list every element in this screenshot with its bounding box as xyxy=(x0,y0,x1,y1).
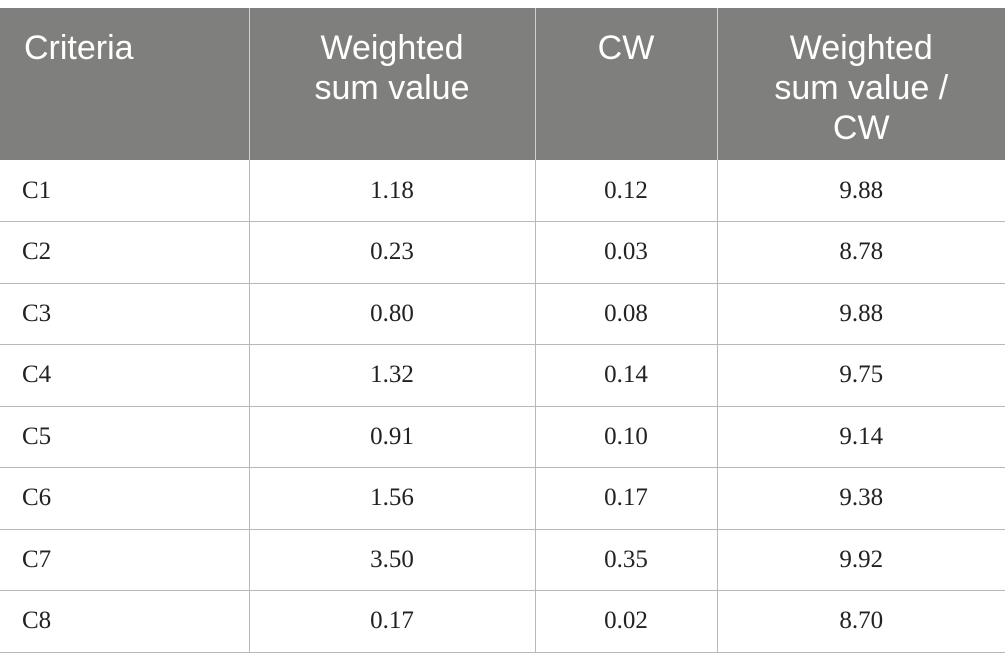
header-cw: CW xyxy=(534,8,717,160)
cell-cw: 0.08 xyxy=(534,283,717,345)
cell-cw: 0.17 xyxy=(534,467,717,530)
cell-weighted-sum-over-cw: 9.92 xyxy=(716,529,1005,591)
header-weighted-sum-value-line2: sum value xyxy=(314,69,470,107)
cell-weighted-sum-value: 1.32 xyxy=(248,344,535,407)
header-weighted-sum-value-line1: Weighted xyxy=(320,29,464,67)
cell-weighted-sum-over-cw: 9.75 xyxy=(716,344,1005,407)
cell-weighted-sum-over-cw: 9.88 xyxy=(716,283,1005,345)
cell-weighted-sum-over-cw: 9.38 xyxy=(716,467,1005,530)
data-table: Criteria Weighted sum value CW Weighted … xyxy=(0,8,1005,653)
header-weighted-sum-over-cw-line2: sum value / xyxy=(774,69,949,107)
cell-criteria: C1 xyxy=(0,160,249,222)
header-criteria-text: Criteria xyxy=(24,29,134,67)
cell-criteria: C2 xyxy=(0,221,249,284)
cell-weighted-sum-over-cw: 8.78 xyxy=(716,221,1005,284)
cell-cw: 0.02 xyxy=(534,590,717,653)
cell-cw: 0.14 xyxy=(534,344,717,407)
cell-weighted-sum-over-cw: 9.88 xyxy=(716,160,1005,222)
cell-cw: 0.03 xyxy=(534,221,717,284)
table-row: C2 0.23 0.03 8.78 xyxy=(0,221,1005,284)
table-row: C5 0.91 0.10 9.14 xyxy=(0,406,1005,468)
table-row: C7 3.50 0.35 9.92 xyxy=(0,529,1005,591)
table-body: C1 1.18 0.12 9.88 C2 0.23 0.03 8.78 C3 0.80 0.08 9.… xyxy=(0,160,1005,653)
cell-weighted-sum-value: 0.80 xyxy=(248,283,535,345)
cell-weighted-sum-value: 0.23 xyxy=(248,221,535,284)
cell-cw: 0.12 xyxy=(534,160,717,222)
cell-weighted-sum-value: 1.56 xyxy=(248,467,535,530)
table-header: Criteria Weighted sum value CW Weighted … xyxy=(0,8,1005,160)
header-criteria: Criteria xyxy=(0,8,249,160)
cell-criteria: C7 xyxy=(0,529,249,591)
cell-criteria: C6 xyxy=(0,467,249,530)
cell-weighted-sum-over-cw: 8.70 xyxy=(716,590,1005,653)
cell-weighted-sum-value: 1.18 xyxy=(248,160,535,222)
table-row: C6 1.56 0.17 9.38 xyxy=(0,467,1005,530)
cell-criteria: C3 xyxy=(0,283,249,345)
cell-weighted-sum-value: 0.17 xyxy=(248,590,535,653)
header-cw-text: CW xyxy=(597,29,655,67)
table-row: C4 1.32 0.14 9.75 xyxy=(0,344,1005,407)
header-row: Criteria Weighted sum value CW Weighted … xyxy=(0,8,1005,160)
cell-criteria: C4 xyxy=(0,344,249,407)
cell-weighted-sum-value: 0.91 xyxy=(248,406,535,468)
cell-cw: 0.10 xyxy=(534,406,717,468)
table-row: C8 0.17 0.02 8.70 xyxy=(0,590,1005,653)
header-weighted-sum-over-cw-line1: Weighted xyxy=(789,29,933,67)
table-row: C3 0.80 0.08 9.88 xyxy=(0,283,1005,345)
cell-cw: 0.35 xyxy=(534,529,717,591)
table-row: C1 1.18 0.12 9.88 xyxy=(0,160,1005,222)
cell-weighted-sum-value: 3.50 xyxy=(248,529,535,591)
cell-criteria: C5 xyxy=(0,406,249,468)
cell-weighted-sum-over-cw: 9.14 xyxy=(716,406,1005,468)
header-weighted-sum-over-cw-line3: CW xyxy=(832,109,890,147)
header-weighted-sum-over-cw: Weighted sum value / CW xyxy=(716,8,1005,160)
header-weighted-sum-value: Weighted sum value xyxy=(248,8,535,160)
cell-criteria: C8 xyxy=(0,590,249,653)
